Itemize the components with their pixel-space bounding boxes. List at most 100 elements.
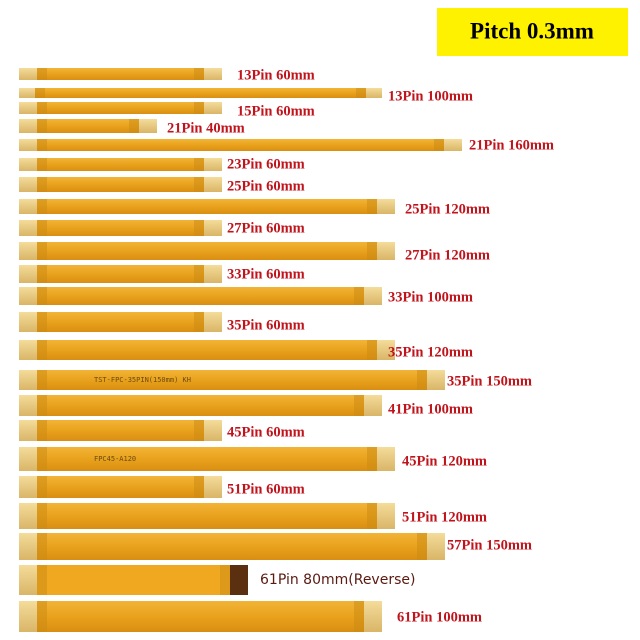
cable-stiffener [194, 265, 204, 283]
cable-contacts [19, 565, 37, 595]
cable-stiffener [35, 88, 45, 98]
cable-contacts [204, 158, 222, 171]
cable-stiffener [37, 601, 47, 632]
cable-stiffener [194, 177, 204, 192]
cable-film [19, 420, 222, 441]
cable-stiffener [194, 476, 204, 498]
cable-label: 41Pin 100mm [388, 401, 473, 417]
cable-contacts [19, 102, 37, 114]
cable-film [19, 476, 222, 498]
cable-stiffener [37, 265, 47, 283]
cable-stiffener [37, 370, 47, 390]
cable-contacts [139, 119, 157, 133]
cable-contacts [377, 503, 395, 529]
cable-label: 15Pin 60mm [237, 103, 315, 119]
cable-contacts [19, 312, 37, 332]
cable-stiffener [354, 395, 364, 416]
cable-stiffener [417, 370, 427, 390]
cable-contacts [19, 177, 37, 192]
cable-film [19, 102, 222, 114]
cable-film [19, 220, 222, 236]
cable-label: 27Pin 120mm [405, 247, 490, 263]
cable-contacts [377, 242, 395, 260]
cable-contacts [364, 287, 382, 305]
cable-stiffener [37, 340, 47, 360]
cable-contacts [19, 503, 37, 529]
cable-stiffener [37, 395, 47, 416]
cable-film [19, 158, 222, 171]
cable-contacts [19, 601, 37, 632]
cable-label: 51Pin 60mm [227, 481, 305, 497]
cable-contacts [19, 340, 37, 360]
cable-contacts [19, 533, 37, 560]
cable-contacts [19, 119, 37, 133]
cable-film [19, 312, 222, 332]
cable-label: 21Pin 40mm [167, 120, 245, 136]
cable-film [19, 242, 395, 260]
cable-contacts [377, 340, 395, 360]
cable-contacts [19, 158, 37, 171]
cable-label: 35Pin 60mm [227, 317, 305, 333]
cable-stiffener [37, 119, 47, 133]
cable-label: 57Pin 150mm [447, 537, 532, 553]
cable-contacts [19, 68, 37, 80]
cable-film [19, 447, 395, 471]
cable-label: 61Pin 100mm [397, 609, 482, 625]
cable-contacts [19, 447, 37, 471]
cable-label: 27Pin 60mm [227, 220, 305, 236]
cable-contacts [204, 102, 222, 114]
cable-contacts [19, 476, 37, 498]
cable-stiffener [194, 158, 204, 171]
cable-contacts [377, 447, 395, 471]
cable-contacts [19, 265, 37, 283]
cable-stiffener [37, 287, 47, 305]
cable-contacts [19, 420, 37, 441]
cable-contacts [364, 395, 382, 416]
cable-stiffener [37, 102, 47, 114]
cable-contacts [204, 177, 222, 192]
cable-contacts [444, 139, 462, 151]
cable-stiffener [37, 503, 47, 529]
cable-stiffener [367, 242, 377, 260]
cable-stiffener [356, 88, 366, 98]
cable-print: FPC45-A120 [94, 455, 136, 463]
cable-label: 25Pin 60mm [227, 178, 305, 194]
cable-stiffener [194, 420, 204, 441]
cable-contacts [204, 265, 222, 283]
cable-label: 35Pin 150mm [447, 373, 532, 389]
cable-stiffener [37, 220, 47, 236]
cable-stiffener [194, 68, 204, 80]
cable-stiffener [220, 565, 230, 595]
cable-film [19, 68, 222, 80]
cable-stiffener [194, 312, 204, 332]
cable-label: 33Pin 60mm [227, 266, 305, 282]
cable-contacts [19, 139, 37, 151]
cable-stiffener [194, 102, 204, 114]
cable-stiffener [37, 420, 47, 441]
cable-label: 45Pin 120mm [402, 453, 487, 469]
cable-stiffener [367, 199, 377, 214]
cable-stiffener [37, 158, 47, 171]
cable-contacts [230, 565, 248, 595]
cable-stiffener [37, 242, 47, 260]
cable-stiffener [129, 119, 139, 133]
cable-label: 23Pin 60mm [227, 156, 305, 172]
cable-stiffener [37, 565, 47, 595]
cable-stiffener [37, 312, 47, 332]
cable-film [19, 88, 382, 98]
cable-film [19, 199, 395, 214]
cable-label: 51Pin 120mm [402, 509, 487, 525]
cable-stiffener [37, 177, 47, 192]
cable-label: 13Pin 60mm [237, 67, 315, 83]
cable-contacts [19, 220, 37, 236]
cable-label: 25Pin 120mm [405, 201, 490, 217]
cable-film [19, 533, 445, 560]
badge-box [437, 8, 628, 56]
cable-film [19, 139, 462, 151]
cable-film [19, 370, 445, 390]
cable-contacts [204, 68, 222, 80]
cable-label: 13Pin 100mm [388, 88, 473, 104]
cable-contacts [19, 395, 37, 416]
cable-stiffener [37, 447, 47, 471]
cable-contacts [19, 199, 37, 214]
